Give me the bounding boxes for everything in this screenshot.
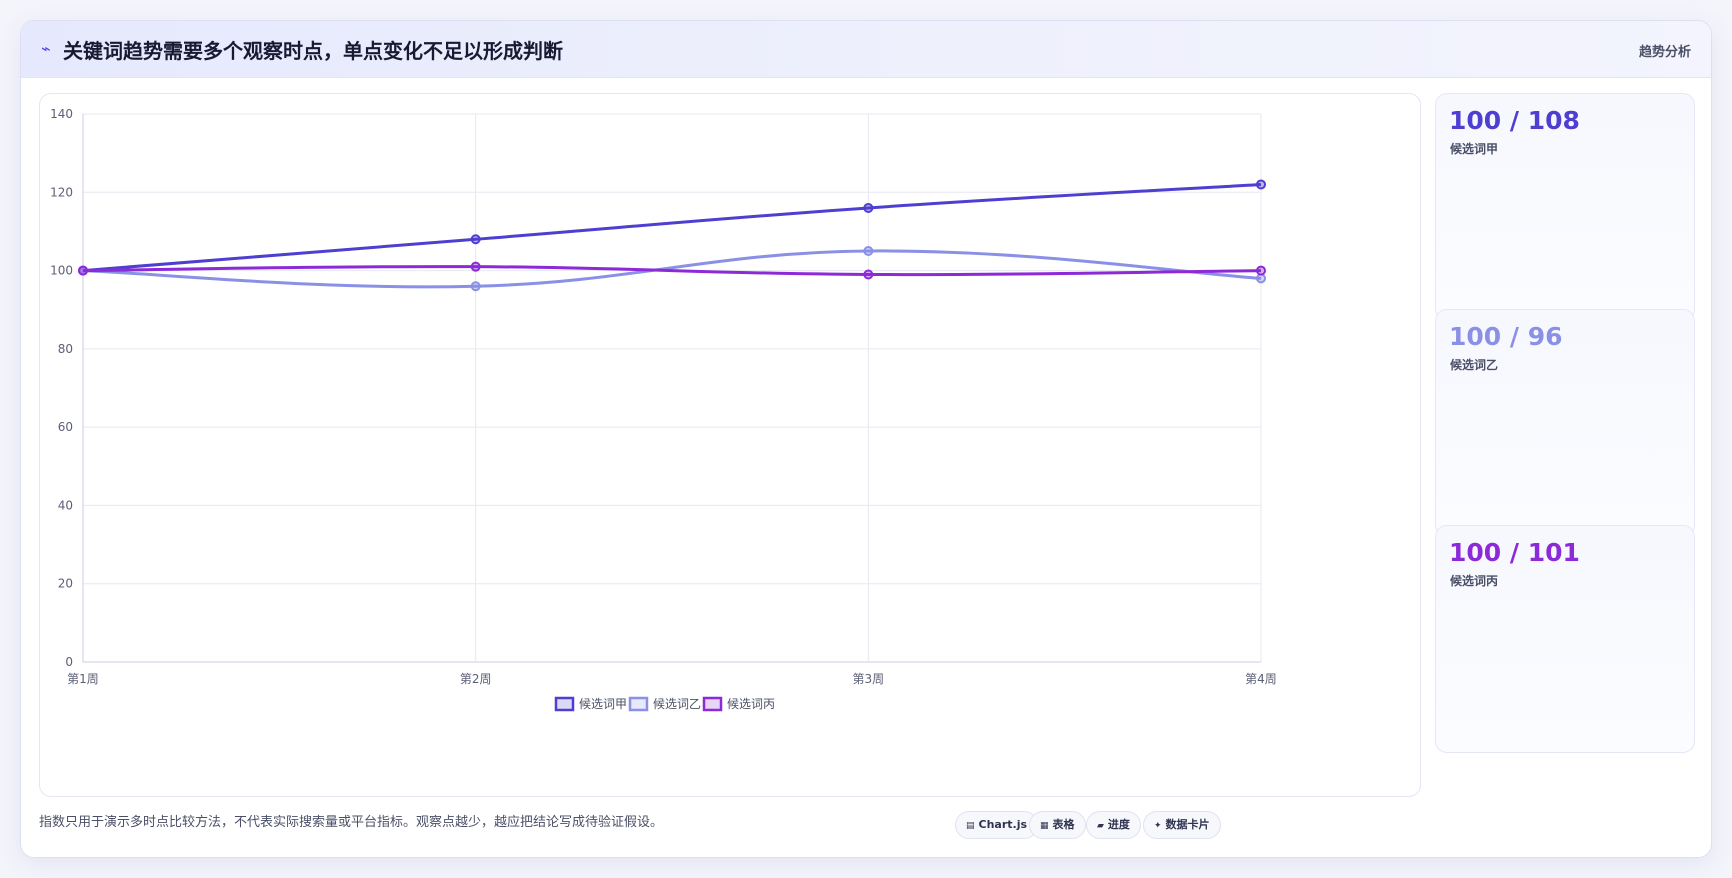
trend-card: ⌁ 关键词趋势需要多个观察时点，单点变化不足以形成判断 趋势分析 0 20 40 60…	[20, 20, 1712, 858]
data-point	[470, 281, 481, 292]
data-point	[1256, 273, 1266, 284]
category-tag: 趋势分析	[1638, 45, 1691, 60]
stat-value: 100 / 96	[1449, 322, 1563, 351]
table-icon: ▦	[1040, 821, 1049, 831]
badge-label: Chart.js	[978, 818, 1028, 831]
y-tick-label: 80	[58, 342, 73, 356]
progress-icon: ▰	[1097, 821, 1104, 831]
x-tick-label: 第2周	[460, 672, 492, 686]
data-point	[1256, 179, 1266, 190]
x-tick-label: 第3周	[853, 672, 885, 686]
stat-label: 候选词甲	[1450, 142, 1499, 156]
legend-swatch	[628, 696, 649, 712]
y-tick-label: 0	[65, 655, 73, 669]
data-point	[1256, 265, 1266, 276]
y-tick-label: 100	[50, 264, 73, 278]
data-point	[863, 202, 874, 213]
badge-table[interactable]: ▦ 表格	[1029, 811, 1086, 839]
legend-label: 候选词乙	[653, 697, 701, 711]
series-line-2	[82, 249, 1262, 289]
x-tick-label: 第4周	[1245, 672, 1277, 686]
stat-value: 100 / 108	[1449, 106, 1580, 135]
trend-line-icon: ⌁	[41, 39, 51, 58]
badge-label: 进度	[1107, 818, 1130, 831]
footnote: 指数只用于演示多时点比较方法，不代表实际搜索量或平台指标。观察点越少，越应把结论…	[39, 815, 664, 830]
data-point	[78, 265, 88, 276]
sparkle-icon: ✦	[1154, 821, 1162, 831]
data-point	[470, 261, 481, 272]
legend-label: 候选词丙	[727, 697, 775, 711]
data-point	[863, 269, 874, 280]
stat-value: 100 / 101	[1449, 538, 1580, 567]
badge-progress[interactable]: ▰ 进度	[1086, 811, 1141, 839]
stat-card-1: 100 / 108 候选词甲	[1435, 93, 1695, 321]
stat-label: 候选词丙	[1450, 574, 1499, 588]
chart-icon: ▤	[966, 821, 975, 831]
data-point	[863, 246, 874, 256]
badge-data-card[interactable]: ✦ 数据卡片	[1143, 811, 1221, 839]
y-tick-label: 140	[50, 107, 73, 121]
legend-label: 候选词甲	[579, 697, 627, 711]
x-tick-label: 第1周	[67, 672, 99, 686]
series-line-1	[82, 182, 1262, 273]
card-header: ⌁ 关键词趋势需要多个观察时点，单点变化不足以形成判断 趋势分析	[21, 21, 1711, 78]
series-line-3	[82, 265, 1262, 277]
stat-card-2: 100 / 96 候选词乙	[1435, 309, 1695, 537]
stat-label: 候选词乙	[1450, 358, 1499, 372]
legend-swatch	[702, 696, 723, 712]
legend-swatch	[554, 696, 575, 712]
badge-label: 表格	[1052, 818, 1075, 831]
chart-panel: 0 20 40 60 80 100 120 140 第1周 第2周 第3周 第4周候选词甲 候选词乙 候选…	[39, 93, 1421, 797]
y-tick-label: 60	[58, 420, 73, 434]
badge-chartjs[interactable]: ▤ Chart.js	[955, 811, 1039, 839]
badge-label: 数据卡片	[1165, 818, 1210, 831]
y-tick-label: 40	[58, 498, 73, 512]
y-tick-label: 20	[58, 577, 73, 591]
stat-card-3: 100 / 101 候选词丙	[1435, 525, 1695, 753]
data-point	[470, 234, 481, 245]
y-tick-label: 120	[50, 185, 73, 199]
card-title: 关键词趋势需要多个观察时点，单点变化不足以形成判断	[63, 39, 563, 63]
